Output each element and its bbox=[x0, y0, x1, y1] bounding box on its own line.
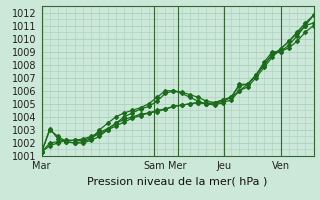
X-axis label: Pression niveau de la mer( hPa ): Pression niveau de la mer( hPa ) bbox=[87, 176, 268, 186]
